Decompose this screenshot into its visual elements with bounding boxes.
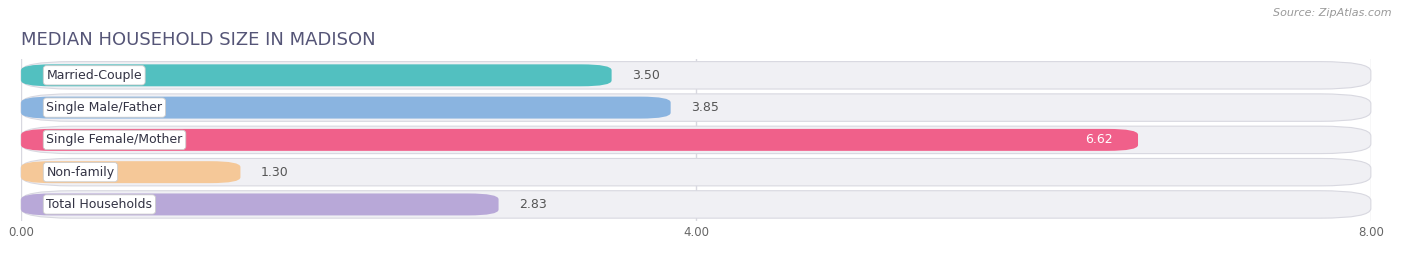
Text: 1.30: 1.30 <box>260 166 288 179</box>
Text: 2.83: 2.83 <box>519 198 547 211</box>
FancyBboxPatch shape <box>21 158 1371 186</box>
Text: 6.62: 6.62 <box>1085 133 1112 146</box>
Text: Single Male/Father: Single Male/Father <box>46 101 163 114</box>
Text: 3.85: 3.85 <box>690 101 718 114</box>
Text: Married-Couple: Married-Couple <box>46 69 142 82</box>
FancyBboxPatch shape <box>21 126 1371 154</box>
Text: MEDIAN HOUSEHOLD SIZE IN MADISON: MEDIAN HOUSEHOLD SIZE IN MADISON <box>21 31 375 49</box>
FancyBboxPatch shape <box>21 161 240 183</box>
FancyBboxPatch shape <box>21 97 671 119</box>
Text: Non-family: Non-family <box>46 166 114 179</box>
Text: Total Households: Total Households <box>46 198 152 211</box>
FancyBboxPatch shape <box>21 129 1137 151</box>
FancyBboxPatch shape <box>21 191 1371 218</box>
FancyBboxPatch shape <box>21 193 499 215</box>
Text: 3.50: 3.50 <box>631 69 659 82</box>
Text: Single Female/Mother: Single Female/Mother <box>46 133 183 146</box>
FancyBboxPatch shape <box>21 64 612 86</box>
Text: Source: ZipAtlas.com: Source: ZipAtlas.com <box>1274 8 1392 18</box>
FancyBboxPatch shape <box>21 94 1371 121</box>
FancyBboxPatch shape <box>21 62 1371 89</box>
